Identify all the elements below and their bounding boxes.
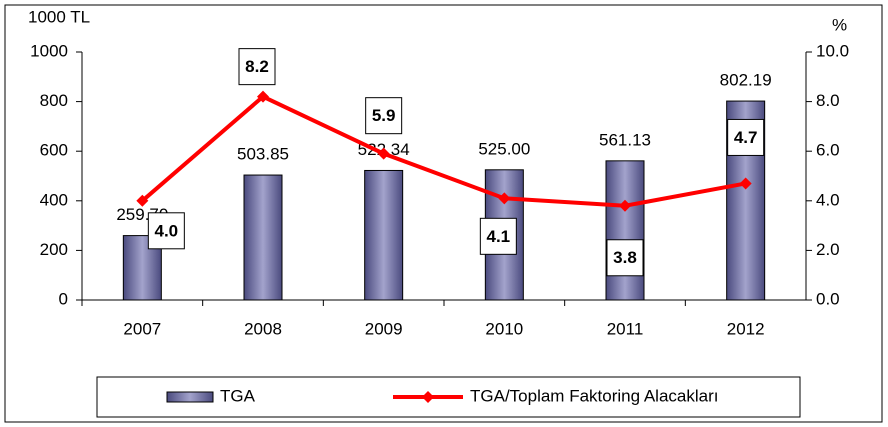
y-tick-label: 800 <box>40 91 68 110</box>
y-tick-label: 1000 <box>30 41 68 60</box>
bar <box>122 235 162 301</box>
line-marker <box>739 177 752 190</box>
line-value-label: 4.7 <box>734 128 758 147</box>
y2-tick-label: 6.0 <box>816 141 840 160</box>
legend-swatch-marker <box>422 391 434 403</box>
line-marker <box>257 90 269 103</box>
line-marker <box>377 147 390 160</box>
line-value-label: 8.2 <box>245 57 269 76</box>
legend-swatch-bar <box>166 391 214 403</box>
y2-tick-label: 2.0 <box>816 240 840 259</box>
bar-value-label: 503.85 <box>237 145 289 164</box>
x-tick-label: 2011 <box>607 319 644 338</box>
y2-tick-label: 8.0 <box>816 91 840 110</box>
value-label-box <box>147 212 185 250</box>
line-marker <box>498 192 511 205</box>
bar <box>364 169 404 301</box>
y-tick-label: 400 <box>40 190 68 209</box>
value-label-box <box>727 118 765 156</box>
bar <box>605 160 645 301</box>
value-label-box <box>365 97 403 135</box>
x-tick-label: 2008 <box>244 319 282 338</box>
y-tick-label: 600 <box>40 141 68 160</box>
y-tick-label: 0 <box>59 289 68 308</box>
line-value-label: 4.1 <box>487 227 511 246</box>
y2-tick-label: 4.0 <box>816 190 840 209</box>
x-tick-label: 2012 <box>727 319 765 338</box>
legend-label: TGA <box>220 386 256 405</box>
value-label-box <box>606 239 644 277</box>
line-marker <box>619 199 631 212</box>
x-tick-label: 2009 <box>365 319 403 338</box>
y2-axis-label: % <box>832 15 847 34</box>
legend-label: TGA/Toplam Faktoring Alacakları <box>470 386 718 405</box>
line-marker <box>136 194 149 207</box>
value-label-box <box>479 217 517 255</box>
line-value-label: 4.0 <box>155 221 179 240</box>
bar <box>243 174 283 301</box>
bar-value-label: 525.00 <box>478 139 530 158</box>
y-tick-label: 200 <box>40 240 68 259</box>
y-axis-label: 1000 TL <box>28 7 90 26</box>
bar-value-label: 802.19 <box>720 71 772 90</box>
value-label-box <box>238 48 276 86</box>
x-tick-label: 2007 <box>123 319 161 338</box>
x-tick-label: 2010 <box>485 319 523 338</box>
bar-value-label: 561.13 <box>599 130 651 149</box>
line-value-label: 3.8 <box>613 248 637 267</box>
line-value-label: 5.9 <box>372 106 396 125</box>
y2-tick-label: 0.0 <box>816 289 840 308</box>
y2-tick-label: 10.0 <box>816 41 849 60</box>
line <box>141 94 747 208</box>
